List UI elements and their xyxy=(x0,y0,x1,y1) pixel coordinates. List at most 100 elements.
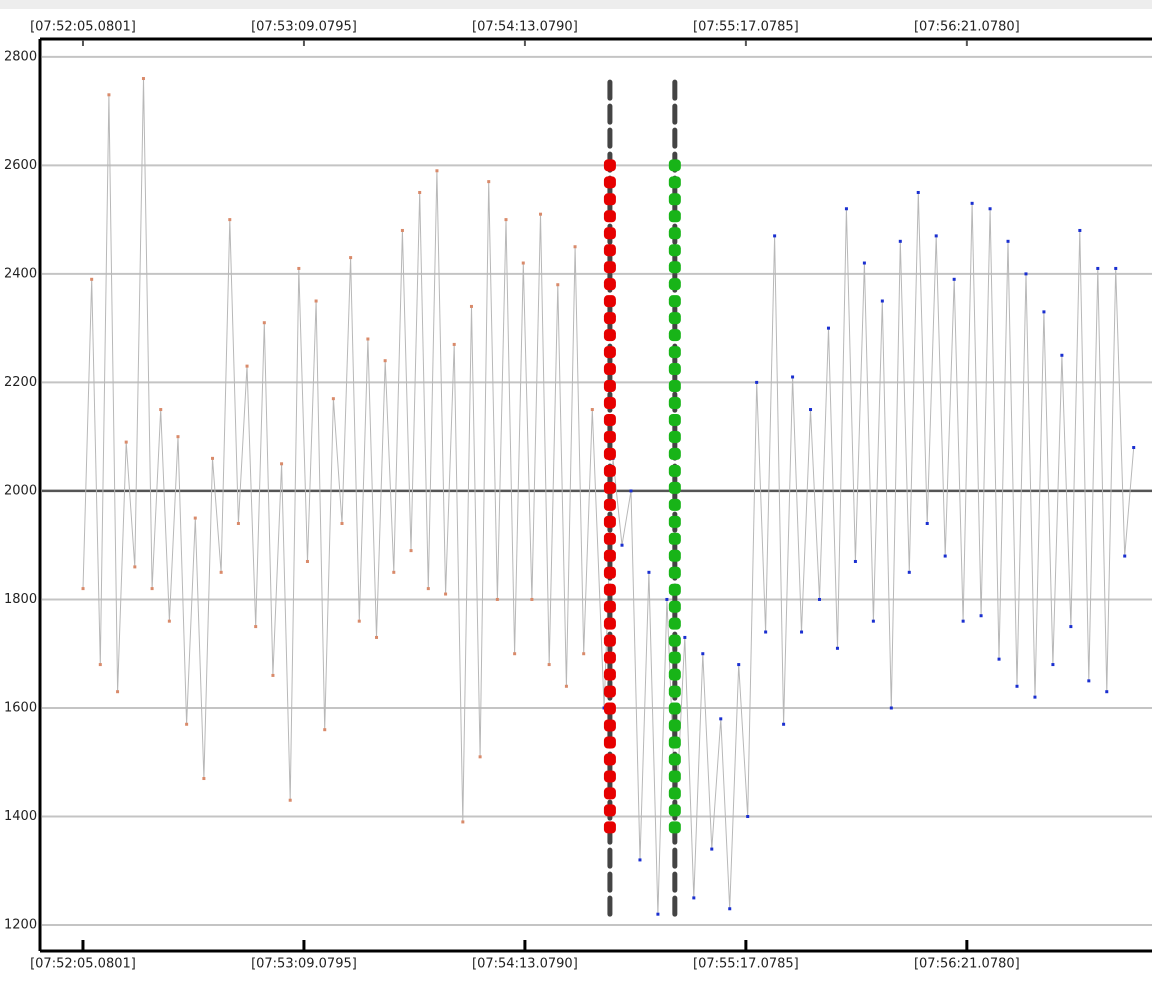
data-point xyxy=(737,663,741,667)
marker-dots xyxy=(668,159,681,834)
marker-dot xyxy=(603,753,616,766)
marker-dot xyxy=(668,617,681,630)
data-point xyxy=(988,207,992,211)
data-point xyxy=(943,554,947,558)
marker-dot xyxy=(668,736,681,749)
data-point xyxy=(925,521,929,525)
data-point xyxy=(970,201,974,205)
marker-dot xyxy=(603,617,616,630)
data-point xyxy=(176,435,180,439)
data-point xyxy=(150,587,154,591)
marker-dot xyxy=(603,447,616,460)
data-point xyxy=(683,635,687,639)
marker-dot xyxy=(668,481,681,494)
data-point xyxy=(236,521,240,525)
data-point xyxy=(1024,272,1028,276)
marker-dot xyxy=(668,380,681,393)
data-point xyxy=(323,728,327,732)
marker-dot xyxy=(668,278,681,291)
data-point xyxy=(710,847,714,851)
marker-dot xyxy=(603,583,616,596)
marker-dot xyxy=(668,821,681,834)
marker-dot xyxy=(603,193,616,206)
x-tick-label-bottom: [07:53:09.0795] xyxy=(251,957,357,972)
marker-dot xyxy=(603,227,616,240)
data-point xyxy=(366,337,370,341)
data-point xyxy=(952,277,956,281)
marker-dot xyxy=(603,159,616,172)
data-point xyxy=(262,321,266,325)
data-point xyxy=(638,858,642,862)
data-point xyxy=(81,587,85,591)
data-point xyxy=(773,234,777,238)
data-point xyxy=(202,777,206,781)
marker-dot xyxy=(603,549,616,562)
data-point xyxy=(504,218,508,222)
y-tick-label: 2200 xyxy=(4,375,37,390)
marker-dot xyxy=(668,447,681,460)
data-point xyxy=(564,684,568,688)
marker-dot xyxy=(668,583,681,596)
data-point xyxy=(880,299,884,303)
marker-dot xyxy=(668,566,681,579)
marker-dot xyxy=(603,380,616,393)
y-tick-label: 2600 xyxy=(4,158,37,173)
x-tick-label-top: [07:54:13.0790] xyxy=(472,20,578,35)
data-point xyxy=(305,559,309,563)
data-point xyxy=(513,652,517,656)
marker-dot xyxy=(603,346,616,359)
y-tick-label: 2800 xyxy=(4,49,37,64)
marker-dot xyxy=(603,396,616,409)
data-point xyxy=(383,359,387,363)
marker-dot xyxy=(668,227,681,240)
data-point xyxy=(167,619,171,623)
x-tick-label-top: [07:53:09.0795] xyxy=(251,20,357,35)
data-point xyxy=(835,646,839,650)
data-point xyxy=(357,619,361,623)
data-point xyxy=(907,570,911,574)
marker-dot xyxy=(603,770,616,783)
grid xyxy=(42,55,1152,927)
data-point xyxy=(916,190,920,194)
marker-dot xyxy=(668,261,681,274)
marker-dot xyxy=(668,210,681,223)
data-point xyxy=(297,266,301,270)
marker-dot xyxy=(603,312,616,325)
data-point xyxy=(116,690,120,694)
data-point xyxy=(1006,239,1010,243)
data-point xyxy=(898,239,902,243)
data-point xyxy=(392,570,396,574)
data-point xyxy=(400,228,404,232)
marker-dot xyxy=(668,346,681,359)
data-point xyxy=(219,570,223,574)
data-point xyxy=(934,234,938,238)
marker-dot xyxy=(668,600,681,613)
data-point xyxy=(426,587,430,591)
data-point xyxy=(98,663,102,667)
data-point xyxy=(193,516,197,520)
data-point xyxy=(495,597,499,601)
data-point xyxy=(245,364,249,368)
marker-dot xyxy=(603,498,616,511)
marker-dot xyxy=(603,430,616,443)
data-point xyxy=(1033,695,1037,699)
data-point xyxy=(1087,679,1091,683)
marker-dot xyxy=(603,176,616,189)
y-tick-label: 1200 xyxy=(4,918,37,933)
data-point xyxy=(1096,266,1100,270)
data-point xyxy=(159,408,163,412)
data-point xyxy=(656,912,660,916)
marker-dot xyxy=(603,719,616,732)
x-tick-label-bottom: [07:54:13.0790] xyxy=(472,957,578,972)
data-point xyxy=(107,93,111,97)
data-point xyxy=(1078,228,1082,232)
data-point xyxy=(133,565,137,569)
data-point xyxy=(809,408,813,412)
marker-dot xyxy=(603,804,616,817)
marker-dot xyxy=(603,600,616,613)
data-point xyxy=(271,673,275,677)
data-point xyxy=(539,212,543,216)
data-point xyxy=(826,326,830,330)
data-point xyxy=(141,77,145,81)
data-point xyxy=(185,722,189,726)
